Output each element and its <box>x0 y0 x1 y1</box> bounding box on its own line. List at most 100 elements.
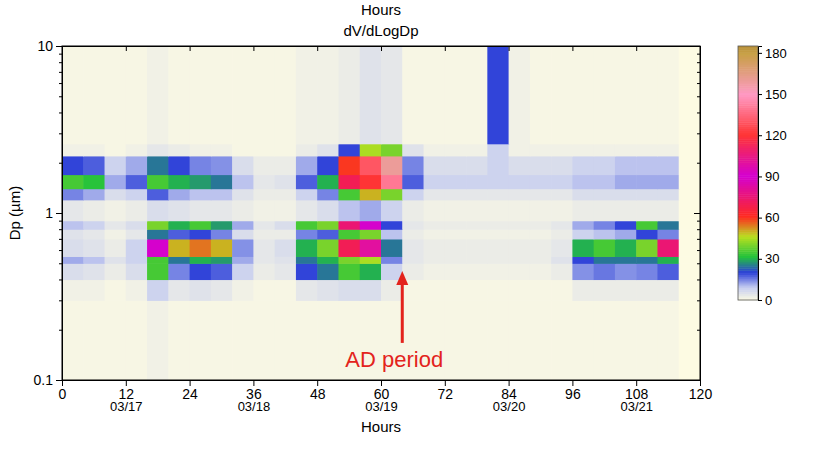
heatmap-cell <box>551 189 573 201</box>
y-tick <box>697 250 700 251</box>
colorbar-tick: 150 <box>758 87 787 102</box>
x-date-tick: 03/18 <box>238 399 271 414</box>
heatmap-cell <box>253 256 275 264</box>
heatmap-cell <box>232 279 254 300</box>
heatmap-cell <box>338 279 360 300</box>
y-axis-title: Dp (µm) <box>6 186 23 240</box>
x-tick-mark <box>636 46 637 51</box>
heatmap-cell <box>232 189 254 201</box>
y-minor-tick-mark <box>59 62 62 63</box>
heatmap-cell <box>211 175 233 190</box>
heatmap-cell <box>530 144 552 157</box>
y-minor-tick-mark <box>59 72 62 73</box>
heatmap-cell <box>466 256 488 264</box>
heatmap-cell <box>572 239 594 257</box>
heatmap-cell <box>530 175 552 190</box>
heatmap-cell <box>551 175 573 190</box>
x-date-tick: 03/21 <box>620 399 653 414</box>
heatmap-cell <box>126 263 148 280</box>
heatmap-cell <box>572 300 594 380</box>
heatmap-cell <box>360 221 382 230</box>
heatmap-cell <box>62 200 84 221</box>
heatmap-cell <box>211 279 233 300</box>
y-minor-tick-mark <box>59 221 62 222</box>
heatmap-cell <box>105 279 127 300</box>
heatmap-cell <box>126 46 148 144</box>
y-minor-tick <box>59 250 62 251</box>
heatmap-cell <box>126 144 148 157</box>
x-date-label: 03/18 <box>238 399 271 414</box>
y-minor-tick-mark <box>59 239 62 240</box>
heatmap-cell <box>381 175 403 190</box>
heatmap-cell <box>509 156 531 175</box>
colorbar-tick-mark <box>758 94 762 95</box>
heatmap-cell <box>657 229 679 239</box>
axis-line <box>697 47 701 381</box>
x-tick <box>572 46 573 51</box>
heatmap-cell <box>445 175 467 190</box>
y-tick <box>697 229 700 230</box>
heatmap-cell <box>317 189 339 201</box>
heatmap-cell <box>381 144 403 157</box>
heatmap-cell <box>232 300 254 380</box>
heatmap-cell <box>317 239 339 257</box>
colorbar-tick-label: 120 <box>765 128 787 143</box>
heatmap-cell <box>572 156 594 175</box>
y-minor-tick-mark <box>59 330 62 331</box>
heatmap-cell <box>126 229 148 239</box>
x-tick <box>445 46 446 51</box>
heatmap-cell <box>679 200 700 221</box>
heatmap-cell <box>551 229 573 239</box>
heatmap-cell <box>594 300 616 380</box>
x-date-tick: 03/20 <box>493 399 526 414</box>
heatmap-cell <box>445 189 467 201</box>
heatmap-cell <box>615 175 637 190</box>
heatmap-cell <box>530 263 552 280</box>
heatmap-cell <box>657 221 679 230</box>
heatmap-cell <box>424 239 446 257</box>
heatmap-cell <box>338 200 360 221</box>
heatmap-cell <box>594 156 616 175</box>
heatmap-cell <box>338 263 360 280</box>
colorbar-tick-mark <box>758 259 762 260</box>
heatmap-cell <box>509 175 531 190</box>
heatmap-cell <box>360 263 382 280</box>
heatmap-cell <box>466 189 488 201</box>
heatmap-cell <box>466 144 488 157</box>
heatmap-cell <box>296 156 318 175</box>
heatmap-cell <box>62 46 84 144</box>
y-tick-mark <box>694 213 700 214</box>
heatmap-cell <box>126 279 148 300</box>
heatmap-cell <box>445 144 467 157</box>
heatmap-cell <box>530 189 552 201</box>
heatmap-cell <box>190 229 212 239</box>
y-tick <box>697 54 700 55</box>
heatmap-cell <box>168 156 190 175</box>
heatmap-cell <box>402 229 424 239</box>
x-tick <box>190 46 191 51</box>
heatmap-cell <box>126 239 148 257</box>
y-axis: 0.1110 <box>34 38 63 388</box>
heatmap-cell <box>530 156 552 175</box>
heatmap-cell <box>679 239 700 257</box>
heatmap-cell <box>360 175 382 190</box>
heatmap-cell <box>147 144 169 157</box>
colorbar-tick: 120 <box>758 128 787 143</box>
y-tick <box>697 279 700 280</box>
heatmap-cell <box>168 175 190 190</box>
heatmap-cell <box>126 156 148 175</box>
heatmap-cell <box>509 279 531 300</box>
y-tick: 1 <box>45 205 62 221</box>
heatmap-cell <box>530 279 552 300</box>
heatmap-cell <box>253 189 275 201</box>
heatmap-cell <box>657 156 679 175</box>
x-tick-label: 120 <box>689 386 713 402</box>
heatmap-cell <box>402 175 424 190</box>
x-tick <box>636 46 637 51</box>
heatmap-cell <box>83 239 105 257</box>
heatmap-cell <box>338 46 360 144</box>
y-axis-right <box>694 47 701 381</box>
y-minor-tick <box>59 62 62 63</box>
heatmap-cell <box>232 263 254 280</box>
heatmap-cell <box>317 263 339 280</box>
